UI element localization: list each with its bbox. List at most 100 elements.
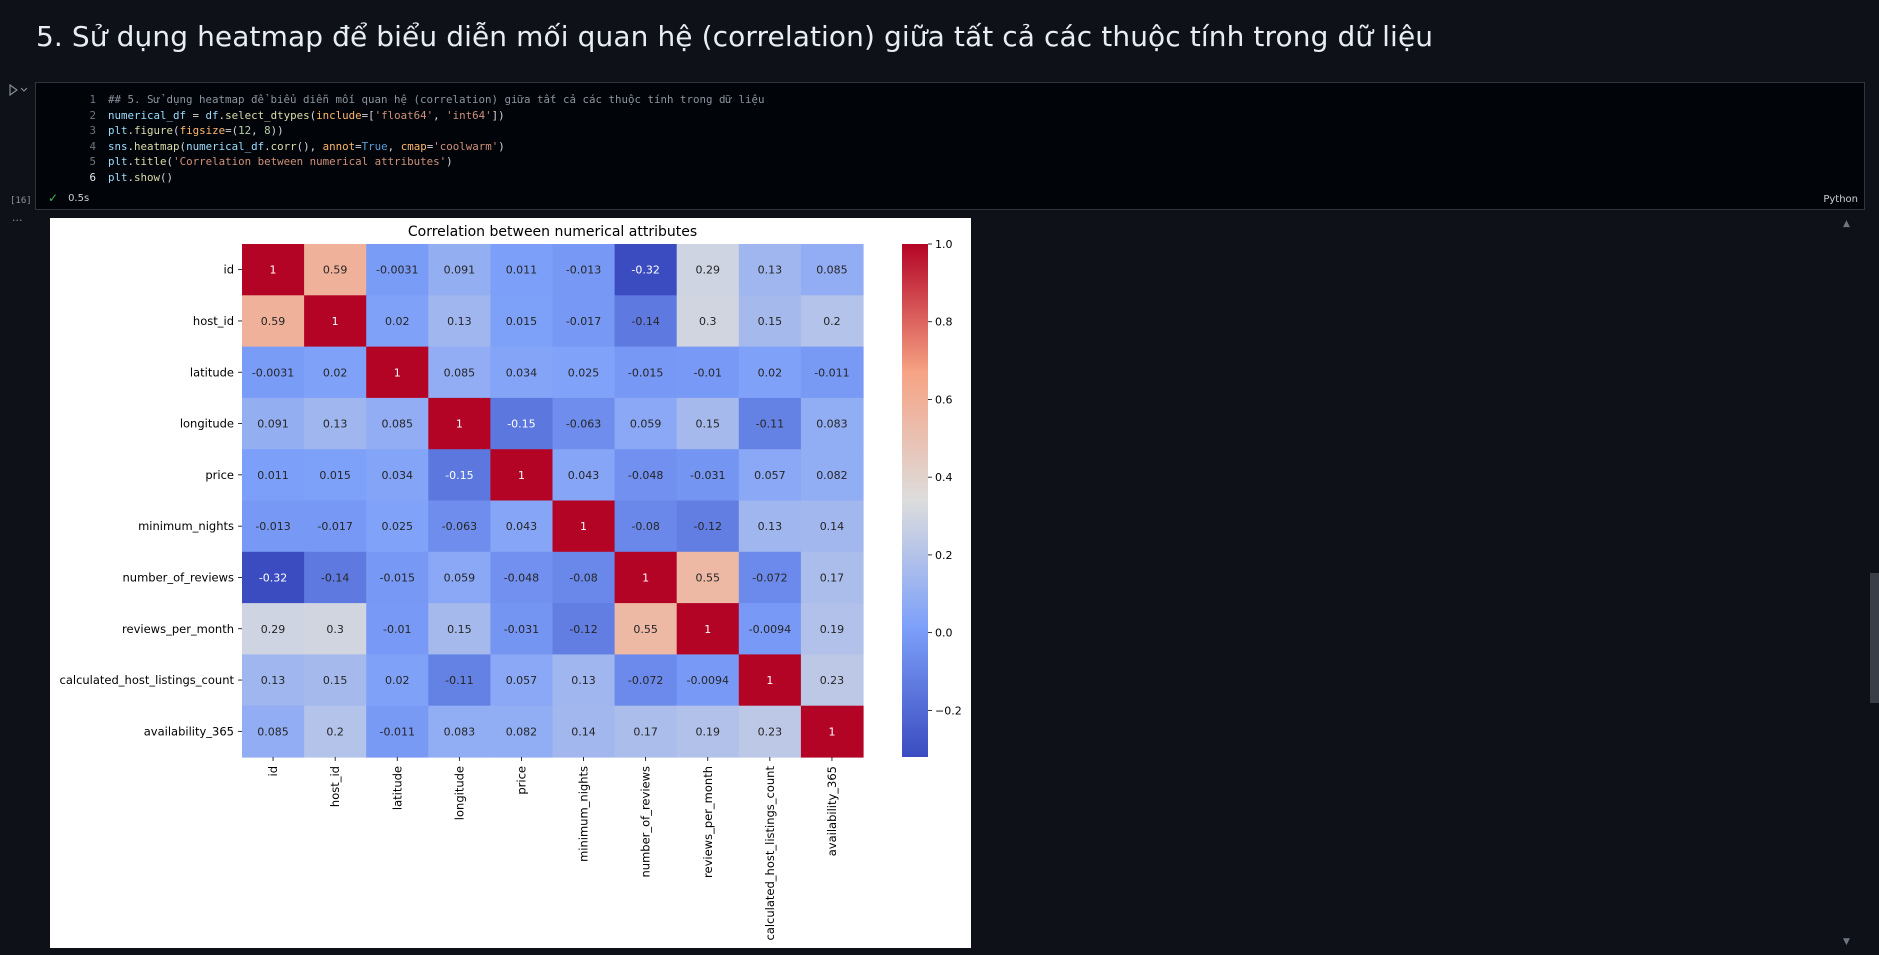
code-token: annot (322, 139, 356, 153)
cell-annotation: 0.034 (506, 366, 538, 379)
cell-annotation: -0.072 (752, 571, 787, 584)
heatmap-cell (242, 295, 305, 348)
code-line[interactable]: 3 plt. figure(figsize =(12, 8)) (36, 123, 765, 139)
cell-annotation: 0.082 (816, 469, 848, 482)
cell-annotation: 0.034 (382, 469, 414, 482)
heatmap-cell (428, 346, 491, 399)
cell-annotation: 0.025 (568, 366, 600, 379)
cell-annotation: -0.14 (321, 571, 349, 584)
code-cell[interactable]: 1 ## 5. Sử dụng heatmap để biểu diễn mối … (35, 82, 1865, 210)
cell-annotation: -0.0094 (687, 674, 729, 687)
heatmap-cell (366, 244, 429, 296)
heatmap-cell (676, 397, 740, 450)
cell-annotation: -0.031 (504, 623, 539, 636)
heatmap-cell (304, 500, 367, 553)
heatmap-cell (552, 449, 616, 502)
x-tick-label: availability_365 (825, 766, 839, 856)
cell-annotation: 0.02 (385, 674, 410, 687)
cell-annotation: 0.59 (261, 315, 286, 328)
code-token: sns (108, 139, 128, 153)
heatmap-cell (552, 244, 616, 296)
heatmap-cell (552, 295, 616, 348)
heatmap-cell (490, 654, 554, 707)
kernel-language-label[interactable]: Python (1823, 194, 1858, 205)
cell-annotation: -0.048 (628, 469, 663, 482)
code-editor[interactable]: 1 ## 5. Sử dụng heatmap để biểu diễn mối … (36, 92, 765, 186)
code-token: cmap (400, 139, 427, 153)
heatmap-cell (366, 449, 429, 502)
y-tick-label: calculated_host_listings_count (60, 673, 235, 687)
run-triangle-icon[interactable] (8, 83, 28, 97)
cell-annotation: -0.12 (569, 623, 597, 636)
cell-annotation: -0.15 (445, 469, 473, 482)
cell-annotation: 0.15 (758, 315, 783, 328)
heatmap-cell (366, 397, 429, 450)
heatmap-cell (490, 705, 554, 758)
cell-annotation: 0.025 (382, 520, 414, 533)
heatmap-cell (242, 346, 305, 399)
code-line[interactable]: 1 ## 5. Sử dụng heatmap để biểu diễn mối … (36, 92, 764, 108)
code-token: figsize (179, 124, 226, 138)
heatmap-cell (304, 705, 367, 758)
heatmap-cell (738, 449, 802, 502)
heatmap-cell (800, 449, 864, 502)
cell-annotation: 0.13 (323, 418, 348, 431)
cell-annotation: 0.057 (506, 674, 538, 687)
heatmap-cell (738, 244, 802, 296)
code-token: figure (134, 124, 174, 138)
scroll-down-icon[interactable]: ▼ (1843, 937, 1850, 947)
heatmap-cell (428, 500, 491, 553)
heatmap-cell (800, 654, 864, 707)
cell-annotation: 0.015 (506, 315, 538, 328)
heatmap-cell (366, 654, 429, 707)
heatmap-cell (676, 449, 740, 502)
code-token: plt (108, 155, 128, 169)
cell-annotation: 0.13 (447, 315, 472, 328)
run-cell-button[interactable] (8, 83, 30, 100)
scrollbar-thumb[interactable] (1870, 573, 1879, 703)
code-line[interactable]: 5 plt. title('Correlation between numerica… (36, 154, 765, 170)
heatmap-cell (242, 654, 305, 707)
heatmap-cell (366, 603, 429, 655)
heatmap-cell (552, 551, 616, 604)
cell-annotation: -0.063 (566, 418, 601, 431)
y-tick-label: number_of_reviews (123, 570, 235, 584)
code-token: corr (270, 139, 297, 153)
y-tick-label: reviews_per_month (122, 622, 234, 636)
heatmap-cell (242, 500, 305, 553)
code-token: = (186, 108, 206, 122)
cell-annotation: 0.13 (261, 674, 286, 687)
cell-annotation: -0.08 (631, 520, 659, 533)
colorbar (902, 244, 928, 757)
cell-output-figure: Correlation between numerical attributes… (50, 218, 971, 948)
cell-annotation: 1 (456, 418, 463, 431)
heatmap-cell (490, 551, 554, 604)
cell-annotation: -0.011 (814, 366, 849, 379)
output-more-icon[interactable]: ··· (12, 214, 23, 227)
heatmap-cell (738, 551, 802, 604)
cell-annotation: 0.17 (820, 571, 845, 584)
scroll-up-icon[interactable]: ▲ (1843, 219, 1850, 229)
code-line[interactable]: 6 plt. show() (36, 170, 765, 186)
code-token: show (134, 170, 161, 184)
heatmap-cell (304, 244, 367, 296)
code-token: = (426, 139, 434, 153)
heatmap-cell (428, 295, 491, 348)
code-line[interactable]: 4 sns. heatmap(numerical_df. corr (), annot =… (36, 139, 765, 155)
code-token: ]) (491, 108, 505, 122)
heatmap-cell (428, 603, 491, 655)
heatmap-cell (490, 397, 554, 450)
cell-annotation: 1 (332, 315, 339, 328)
heatmap-cell (490, 449, 554, 502)
heatmap-cell (428, 244, 491, 296)
cell-annotation: 0.23 (758, 725, 783, 738)
code-token: ) (498, 139, 505, 153)
cell-annotation: 0.091 (257, 418, 289, 431)
colorbar-tick-label: 0.2 (935, 549, 953, 562)
heatmap-cell (800, 346, 864, 399)
heatmap-cell (738, 654, 802, 707)
code-token: 'float64' (374, 108, 434, 122)
heatmap-cell (428, 705, 491, 758)
code-line[interactable]: 2 numerical_df = df. select_dtypes(include… (36, 108, 765, 124)
cell-annotation: 1 (766, 674, 773, 687)
